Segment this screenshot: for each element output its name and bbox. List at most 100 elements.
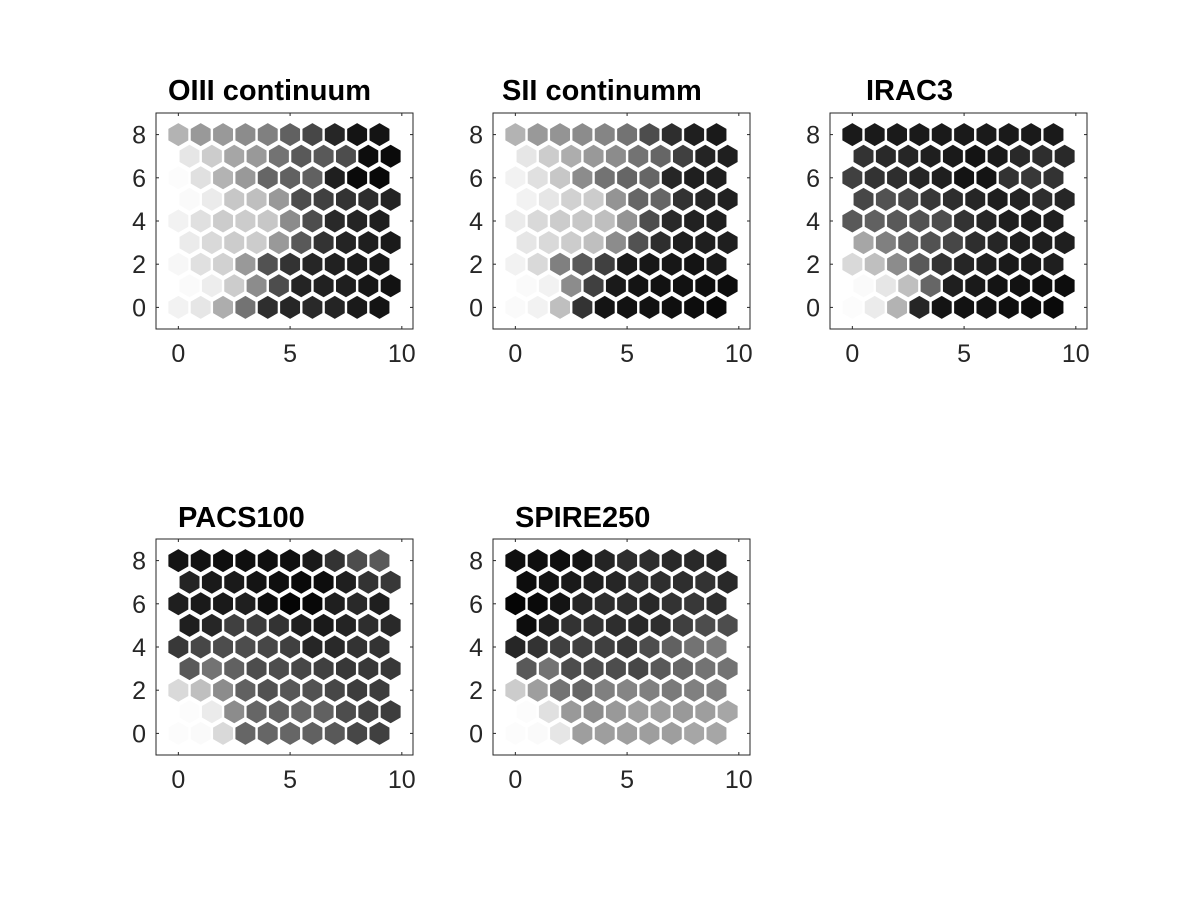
hex-cell-r2-c0 <box>842 252 863 276</box>
hex-cell-r2-c8 <box>347 252 368 276</box>
hex-cell-r3-c4 <box>942 231 963 255</box>
hex-cell-r3-c2 <box>898 231 919 255</box>
hex-cell-r7-c2 <box>898 144 919 168</box>
hex-cell-r1-c3 <box>920 274 941 298</box>
hex-grid <box>168 549 401 745</box>
hex-cell-r8-c7 <box>998 123 1019 147</box>
hex-cell-r0-c2 <box>550 295 570 319</box>
hex-cell-r1-c1 <box>875 274 896 298</box>
hex-cell-r5-c5 <box>628 187 649 211</box>
hex-cell-r2-c7 <box>998 252 1019 276</box>
hex-cell-r2-c2 <box>550 678 570 702</box>
hex-cell-r5-c6 <box>313 613 334 637</box>
hex-cell-r5-c2 <box>224 613 245 637</box>
hex-cell-r5-c8 <box>695 187 716 211</box>
hex-cell-r7-c8 <box>695 570 716 594</box>
y-tick-label: 0 <box>469 720 483 748</box>
y-tick-label: 8 <box>469 548 483 576</box>
hex-cell-r7-c0 <box>516 144 537 168</box>
hex-cell-r5-c6 <box>650 613 671 637</box>
hex-cell-r1-c8 <box>695 700 716 724</box>
hex-cell-r2-c2 <box>550 252 570 276</box>
hex-cell-r7-c2 <box>224 144 245 168</box>
hex-cell-r1-c6 <box>313 274 334 298</box>
hex-cell-r0-c1 <box>190 721 211 745</box>
hex-cell-r3-c9 <box>1054 231 1075 255</box>
hex-cell-r5-c5 <box>291 613 312 637</box>
hex-cell-r4-c2 <box>550 209 570 233</box>
hex-cell-r0-c6 <box>976 295 997 319</box>
panel-2: 0 5 10 0 2 4 6 8 SII continumm <box>469 75 753 368</box>
hex-cell-r5-c2 <box>224 187 245 211</box>
hex-cell-r2-c9 <box>706 678 727 702</box>
hex-cell-r3-c8 <box>695 657 716 681</box>
hex-cell-r8-c9 <box>369 549 390 573</box>
hex-cell-r2-c2 <box>213 252 233 276</box>
hex-cell-r2-c0 <box>505 252 526 276</box>
panel-1: 0 5 10 0 2 4 6 8 OIII continuum <box>132 75 416 368</box>
hex-cell-r7-c9 <box>717 570 738 594</box>
hex-cell-r6-c6 <box>302 592 323 616</box>
hex-cell-r7-c5 <box>965 144 986 168</box>
hex-cell-r4-c8 <box>347 209 368 233</box>
hex-cell-r8-c3 <box>235 549 256 573</box>
hex-cell-r7-c1 <box>538 144 559 168</box>
hex-cell-r1-c0 <box>179 700 200 724</box>
hex-cell-r6-c7 <box>998 166 1019 190</box>
hex-cell-r1-c4 <box>942 274 963 298</box>
hex-cell-r8-c4 <box>257 123 278 147</box>
hex-cell-r3-c4 <box>268 657 289 681</box>
hex-cell-r7-c7 <box>673 570 693 594</box>
y-tick-label: 4 <box>132 634 146 662</box>
hex-cell-r4-c1 <box>527 635 548 659</box>
hex-cell-r8-c3 <box>909 123 930 147</box>
hex-cell-r6-c5 <box>280 592 301 616</box>
hex-cell-r1-c8 <box>358 700 379 724</box>
hex-cell-r8-c6 <box>639 123 660 147</box>
hex-cell-r1-c4 <box>605 274 626 298</box>
hex-cell-r0-c4 <box>594 295 615 319</box>
hex-cell-r6-c6 <box>302 166 323 190</box>
hex-cell-r2-c3 <box>235 252 256 276</box>
hex-cell-r0-c5 <box>280 721 301 745</box>
hex-cell-r3-c1 <box>201 657 222 681</box>
panel-title: PACS100 <box>178 502 305 534</box>
hex-cell-r6-c9 <box>1043 166 1064 190</box>
hex-cell-r1-c6 <box>650 700 671 724</box>
hex-cell-r3-c7 <box>1010 231 1030 255</box>
hex-cell-r6-c1 <box>527 592 548 616</box>
hex-cell-r4-c9 <box>1043 209 1064 233</box>
hex-cell-r2-c3 <box>572 678 593 702</box>
hex-cell-r4-c1 <box>190 635 211 659</box>
hex-cell-r0-c7 <box>661 721 682 745</box>
y-tick-label: 2 <box>469 251 483 279</box>
hex-cell-r8-c4 <box>594 123 615 147</box>
hex-cell-r7-c3 <box>920 144 941 168</box>
hex-cell-r3-c4 <box>605 657 626 681</box>
hex-cell-r4-c3 <box>572 209 593 233</box>
hex-cell-r4-c8 <box>684 635 705 659</box>
hex-cell-r4-c3 <box>909 209 930 233</box>
hex-grid <box>842 123 1075 319</box>
hex-cell-r7-c4 <box>268 144 289 168</box>
hex-cell-r4-c0 <box>168 209 189 233</box>
hex-cell-r7-c5 <box>291 144 312 168</box>
hex-cell-r5-c5 <box>965 187 986 211</box>
hex-cell-r0-c8 <box>1021 295 1042 319</box>
hex-cell-r5-c9 <box>380 613 401 637</box>
hex-cell-r0-c7 <box>661 295 682 319</box>
hex-cell-r6-c2 <box>213 592 233 616</box>
hex-cell-r4-c5 <box>280 635 301 659</box>
hex-cell-r1-c7 <box>336 274 356 298</box>
y-tick-label: 2 <box>132 251 146 279</box>
hex-cell-r3-c6 <box>313 231 334 255</box>
hex-cell-r0-c0 <box>842 295 863 319</box>
hex-cell-r8-c6 <box>302 123 323 147</box>
hex-cell-r5-c7 <box>673 613 693 637</box>
hex-cell-r1-c4 <box>605 700 626 724</box>
x-tick-label: 0 <box>171 340 185 368</box>
hex-cell-r1-c1 <box>201 700 222 724</box>
hex-cell-r3-c8 <box>1032 231 1053 255</box>
hex-cell-r1-c2 <box>898 274 919 298</box>
hex-cell-r8-c2 <box>213 549 233 573</box>
